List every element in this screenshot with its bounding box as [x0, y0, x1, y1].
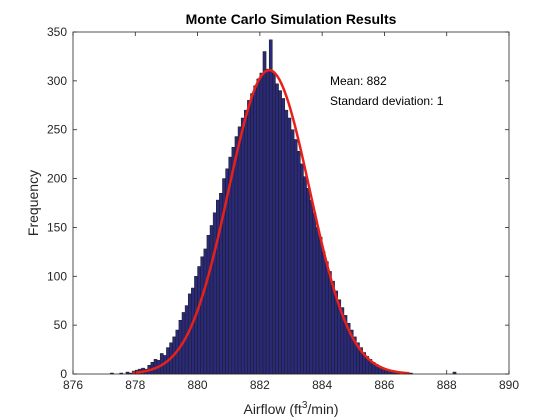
histogram-bar — [300, 163, 304, 375]
histogram-bar — [275, 83, 279, 375]
histogram-bar — [253, 85, 257, 375]
histogram-bar — [259, 72, 264, 375]
x-tick-label: 882 — [250, 378, 270, 392]
histogram-bar — [268, 39, 273, 375]
y-tick-label: 150 — [47, 220, 67, 234]
histogram-bar — [303, 176, 307, 375]
histogram-bar — [272, 72, 276, 375]
histogram-bar — [244, 109, 248, 375]
y-axis-label: Frequency — [25, 170, 41, 236]
histogram-bar — [200, 256, 205, 375]
std-annotation: Standard deviation: 1 — [330, 94, 444, 108]
histogram-bar — [265, 68, 270, 375]
histogram-bar — [191, 287, 195, 375]
histogram-bar — [328, 271, 332, 375]
histogram-bar — [203, 248, 208, 375]
histogram-bar — [321, 251, 326, 375]
histogram-bar — [325, 261, 329, 375]
histogram-bar — [212, 212, 217, 375]
histogram-bar — [287, 117, 292, 375]
histogram-bar — [240, 117, 245, 375]
histogram-bar — [247, 100, 251, 375]
x-axis-label-prefix: Airflow (ft — [243, 401, 301, 417]
histogram-bar — [309, 199, 314, 375]
x-tick-label: 886 — [374, 378, 394, 392]
y-axis-ticks: 0 50 100 150 200 250 300 350 — [47, 25, 509, 381]
y-tick-label: 200 — [47, 172, 67, 186]
histogram-bar — [315, 227, 320, 375]
normal-fit-curve — [132, 68, 410, 375]
y-tick-label: 100 — [47, 269, 67, 283]
histogram-bar — [318, 236, 323, 375]
axes-frame — [72, 31, 510, 375]
histogram-bar — [312, 212, 317, 375]
histogram-bar — [284, 109, 289, 375]
histogram-bar — [209, 225, 214, 375]
x-tick-label: 878 — [125, 378, 145, 392]
histogram-bar — [194, 276, 198, 375]
x-axis-ticks: 876 878 880 882 884 886 888 890 — [63, 32, 519, 392]
x-tick-label: 876 — [63, 378, 83, 392]
mean-annotation: Mean: 882 — [330, 74, 387, 88]
x-tick-label: 880 — [188, 378, 208, 392]
histogram-bar — [216, 199, 220, 375]
histogram-bar — [262, 51, 267, 375]
y-tick-label: 250 — [47, 123, 67, 137]
histogram-bar — [306, 188, 310, 375]
histogram-bar — [331, 280, 335, 375]
histogram-bar — [296, 150, 301, 375]
x-tick-label: 890 — [499, 378, 519, 392]
x-axis-label-suffix: /min) — [307, 401, 338, 417]
histogram-bar — [256, 78, 261, 375]
histogram-bar — [250, 93, 254, 375]
histogram-bar — [206, 235, 211, 375]
histogram-bar — [281, 98, 286, 375]
y-tick-label: 300 — [47, 74, 67, 88]
y-tick-label: 0 — [60, 367, 67, 381]
x-axis-label: Airflow (ft3/min) — [243, 400, 338, 417]
chart-title: Monte Carlo Simulation Results — [186, 11, 397, 27]
axes-box — [72, 31, 510, 375]
x-tick-label: 888 — [437, 378, 457, 392]
histogram-bar — [231, 147, 236, 375]
y-tick-label: 350 — [47, 25, 67, 39]
histogram-bar — [290, 129, 295, 375]
histogram-bar — [293, 139, 298, 375]
histogram-bar — [237, 126, 242, 375]
x-axis-label-superscript: 3 — [302, 400, 308, 411]
histogram-bar — [278, 90, 282, 375]
y-tick-label: 50 — [54, 318, 68, 332]
histogram-bar — [197, 266, 201, 375]
x-tick-label: 884 — [312, 378, 332, 392]
histogram-bar — [234, 136, 239, 375]
